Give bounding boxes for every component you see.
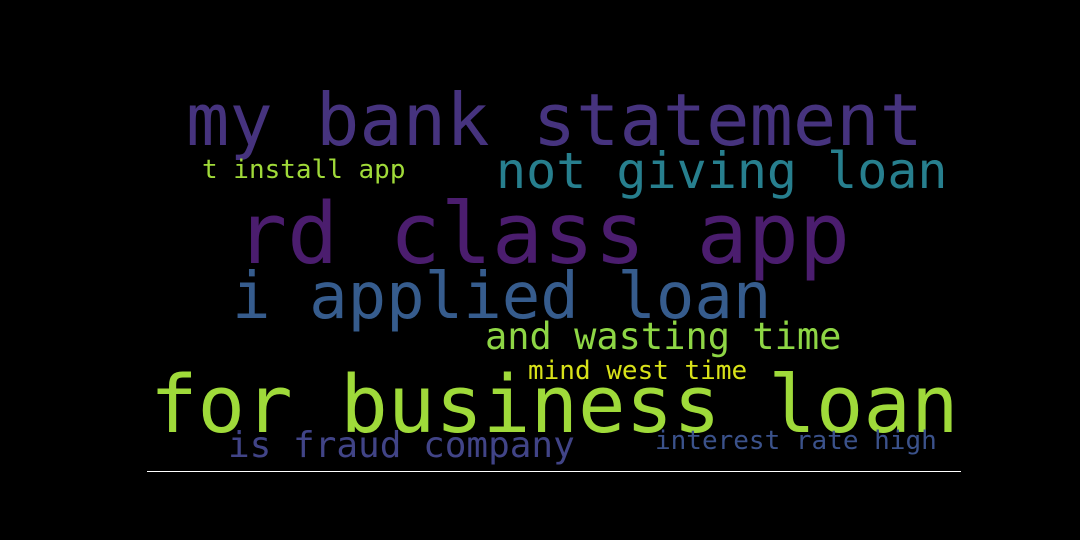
word-interest-rate-high: interest rate high <box>655 426 937 456</box>
word-is-fraud-company: is fraud company <box>228 425 575 466</box>
word-rd-class-app: rd class app <box>236 185 851 284</box>
word-i-applied-loan: i applied loan <box>232 260 772 334</box>
word-for-business-loan: for business loan <box>150 359 959 451</box>
word-and-wasting-time: and wasting time <box>485 315 842 358</box>
word-t-install-app: t install app <box>202 155 406 185</box>
word-mind-west-time: mind west time <box>528 356 748 386</box>
word-my-bank-statement: my bank statement <box>186 78 923 162</box>
baseline-divider <box>147 471 961 472</box>
word-not-giving-loan: not giving loan <box>496 142 948 200</box>
